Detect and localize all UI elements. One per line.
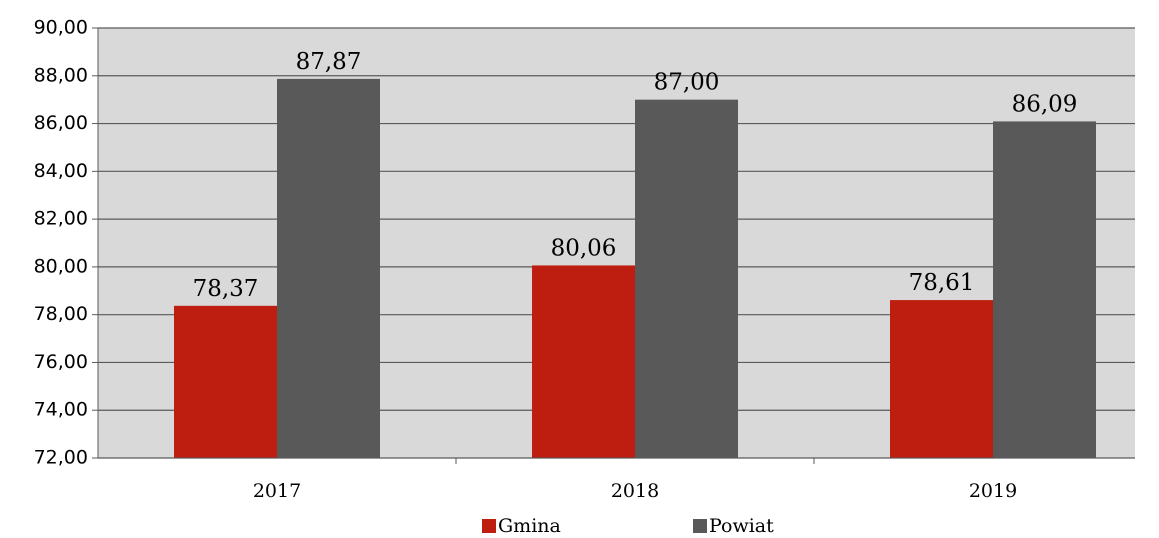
value-label: 87,00 (654, 70, 720, 96)
y-tick-label: 88,00 (34, 64, 88, 86)
legend-label: Powiat (709, 515, 774, 537)
y-tick-label: 90,00 (34, 17, 88, 39)
value-label: 78,61 (909, 270, 975, 296)
value-label: 80,06 (551, 235, 617, 261)
legend-swatch (693, 519, 707, 533)
y-tick-label: 78,00 (34, 303, 88, 325)
y-tick-label: 76,00 (34, 351, 88, 373)
y-tick-label: 80,00 (34, 255, 88, 277)
y-tick-label: 82,00 (34, 208, 88, 230)
x-tick-label: 2017 (253, 480, 301, 502)
x-tick-label: 2019 (969, 480, 1017, 502)
bar (635, 99, 738, 459)
legend-swatch (482, 519, 496, 533)
x-tick-label: 2018 (611, 480, 659, 502)
value-label: 78,37 (193, 276, 259, 302)
bar (890, 300, 993, 458)
y-tick-label: 86,00 (34, 112, 88, 134)
bar (532, 265, 635, 458)
bar (277, 78, 380, 458)
bar (993, 121, 1096, 459)
value-label: 87,87 (296, 49, 362, 75)
value-label: 86,09 (1012, 91, 1078, 117)
bar (174, 305, 277, 458)
legend-label: Gmina (498, 515, 561, 537)
y-tick-label: 74,00 (34, 399, 88, 421)
y-tick-label: 72,00 (34, 447, 88, 469)
y-tick-label: 84,00 (34, 160, 88, 182)
